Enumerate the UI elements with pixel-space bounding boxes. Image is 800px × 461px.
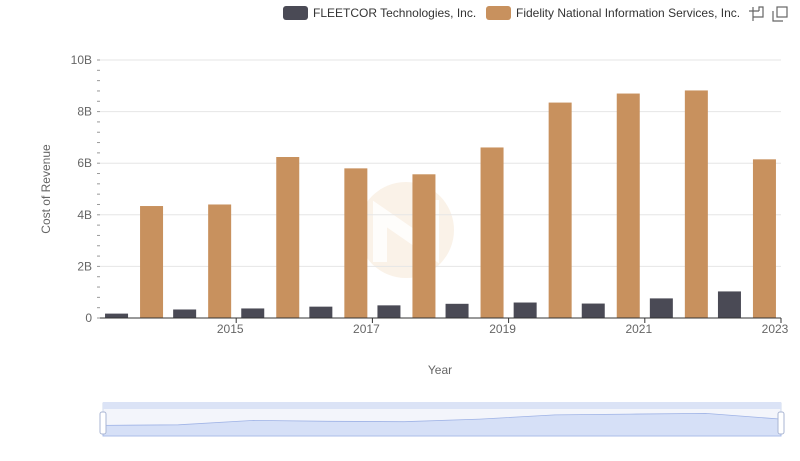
legend-item-fleetcor[interactable]: FLEETCOR Technologies, Inc.	[283, 4, 476, 22]
bar-fis-2020[interactable]	[548, 102, 572, 318]
bar-fleetcor-2020[interactable]	[513, 302, 537, 318]
bar-fis-2018[interactable]	[412, 174, 436, 318]
bar-fis-2019[interactable]	[480, 147, 504, 318]
y-tick-label: 8B	[77, 105, 92, 119]
legend: FLEETCOR Technologies, Inc. Fidelity Nat…	[0, 4, 800, 22]
restore-icon[interactable]	[772, 6, 788, 22]
zoom-right-handle[interactable]	[777, 411, 785, 435]
y-tick-label: 6B	[77, 156, 92, 170]
bar-fis-2014[interactable]	[140, 206, 164, 318]
zoom-move-handle[interactable]	[103, 402, 781, 409]
bar-fleetcor-2019[interactable]	[445, 303, 469, 318]
y-tick-label: 4B	[77, 208, 92, 222]
y-tick-label: 0	[85, 311, 92, 325]
legend-label-fleetcor: FLEETCOR Technologies, Inc.	[313, 6, 477, 20]
x-tick-label: 2019	[489, 322, 516, 336]
y-tick-label: 10B	[71, 53, 92, 67]
bar-fleetcor-2017[interactable]	[309, 306, 333, 318]
x-tick-label: 2017	[353, 322, 380, 336]
bar-fleetcor-2021[interactable]	[581, 303, 605, 318]
bar-fis-2023[interactable]	[752, 159, 776, 318]
bar-fleetcor-2022[interactable]	[649, 298, 673, 318]
data-zoom-slider[interactable]	[99, 402, 785, 437]
bar-fleetcor-2018[interactable]	[377, 305, 401, 318]
x-axis-title: Year	[428, 363, 452, 377]
watermark-logo	[358, 182, 454, 278]
bar-fis-2021[interactable]	[616, 93, 640, 318]
bar-fleetcor-2014[interactable]	[105, 313, 129, 318]
y-axis-title: Cost of Revenue	[39, 144, 53, 234]
legend-label-fis: Fidelity National Information Services, …	[516, 6, 741, 20]
x-tick-label: 2023	[762, 322, 789, 336]
x-tick-label: 2021	[625, 322, 652, 336]
zoom-left-handle[interactable]	[99, 411, 107, 435]
bar-fis-2015[interactable]	[208, 204, 232, 318]
bar-fis-2022[interactable]	[684, 90, 708, 318]
bar-fleetcor-2023[interactable]	[717, 291, 741, 318]
bar-fleetcor-2015[interactable]	[173, 309, 197, 318]
bar-fis-2017[interactable]	[344, 168, 368, 318]
legend-item-fis[interactable]: Fidelity National Information Services, …	[486, 4, 740, 22]
bar-fleetcor-2016[interactable]	[241, 308, 265, 318]
x-tick-label: 2015	[217, 322, 244, 336]
legend-swatch-fleetcor	[283, 6, 308, 20]
zoom-icon[interactable]	[748, 6, 764, 22]
legend-swatch-fis	[486, 6, 511, 20]
bar-fis-2016[interactable]	[276, 157, 300, 318]
y-tick-label: 2B	[77, 259, 92, 273]
